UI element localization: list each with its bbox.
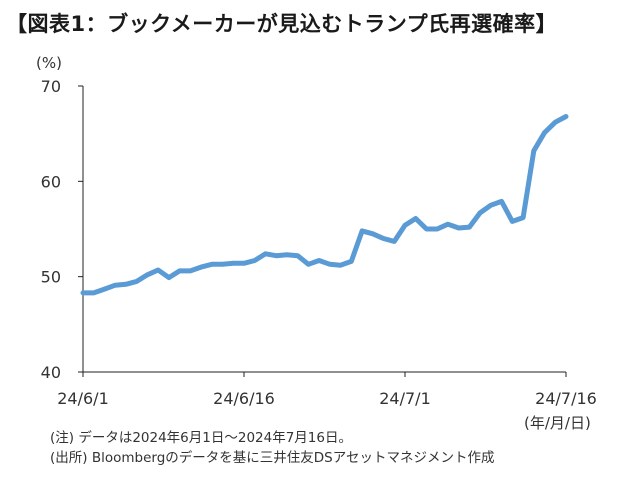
x-axis-unit: (年/月/日): [524, 414, 591, 432]
chart-title: 【図表1：ブックメーカーが見込むトランプ氏再選確率】: [6, 12, 558, 36]
x-tick-label: 24/7/1: [379, 389, 431, 408]
axes: [82, 86, 566, 373]
note-period: (注) データは2024年6月1日～2024年7月16日。: [50, 430, 352, 446]
note-source: (出所) Bloombergのデータを基に三井住友DSアセットマネジメント作成: [50, 450, 495, 466]
series: [80, 114, 569, 296]
y-axis-unit: (%): [36, 54, 62, 72]
x-tick-label: 24/6/16: [213, 389, 275, 408]
y-tick-label: 40: [41, 363, 61, 382]
footnotes: (注) データは2024年6月1日～2024年7月16日。 (出所) Bloom…: [50, 428, 494, 468]
x-tick-label: 24/7/16: [535, 389, 597, 408]
series-line: [80, 114, 569, 296]
y-tick-label: 50: [41, 268, 61, 287]
y-tick-label: 70: [41, 77, 61, 96]
y-ticks: 40 50 60 70: [41, 77, 83, 382]
y-tick-label: 60: [41, 172, 61, 191]
x-tick-label: 24/6/1: [57, 389, 109, 408]
x-ticks: 24/6/1 24/6/16 24/7/1 24/7/16: [57, 372, 597, 408]
